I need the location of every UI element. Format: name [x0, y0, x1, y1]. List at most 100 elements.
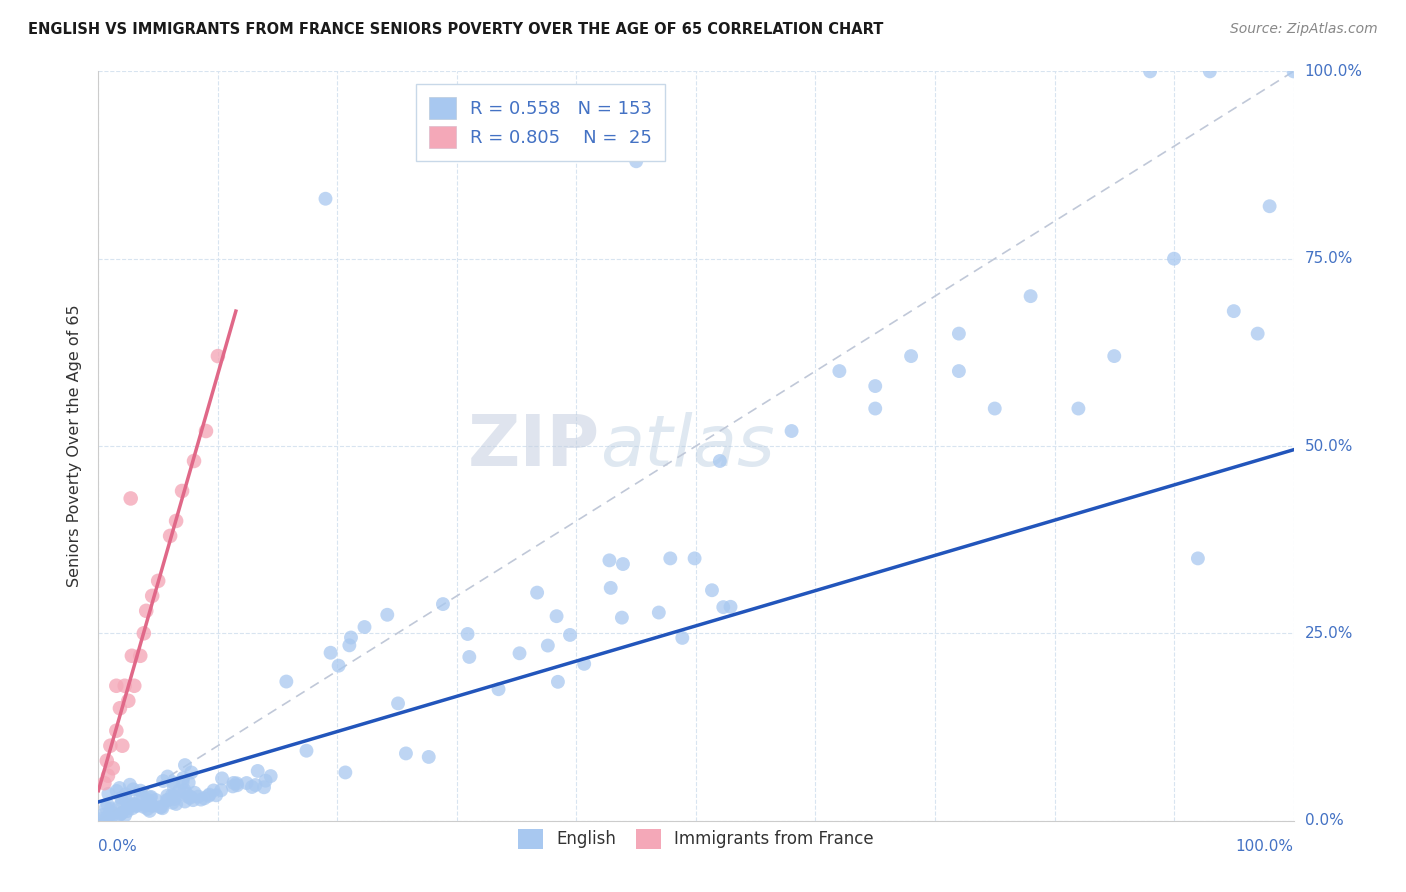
Point [163, 789, 186, 804]
Legend: English, Immigrants from France: English, Immigrants from France [509, 821, 883, 857]
Point [136, 802, 159, 816]
Point [222, 776, 245, 790]
Point [648, 606, 671, 620]
Text: atlas: atlas [600, 411, 775, 481]
Point [174, 758, 197, 772]
Point [176, 789, 198, 804]
Point [172, 771, 194, 785]
Point [457, 627, 479, 641]
Point [260, 769, 283, 783]
Point [276, 674, 298, 689]
Point [124, 679, 146, 693]
Point [546, 609, 568, 624]
Point [150, 799, 173, 814]
Point [599, 581, 621, 595]
Point [97, 787, 120, 801]
Point [148, 574, 170, 588]
Y-axis label: Seniors Poverty Over the Age of 65: Seniors Poverty Over the Age of 65 [67, 305, 83, 587]
Point [120, 491, 142, 506]
Point [105, 784, 128, 798]
Point [246, 764, 269, 778]
Point [180, 789, 202, 804]
Point [125, 798, 148, 813]
Point [152, 774, 174, 789]
Point [136, 798, 159, 813]
Point [671, 631, 693, 645]
Point [163, 780, 186, 795]
Point [135, 604, 157, 618]
Point [612, 557, 634, 571]
Point [240, 780, 263, 794]
Point [132, 789, 155, 804]
Point [183, 786, 205, 800]
Point [100, 810, 122, 824]
Point [152, 801, 174, 815]
Point [418, 750, 440, 764]
Point [179, 790, 201, 805]
Point [136, 797, 159, 812]
Point [121, 801, 143, 815]
Point [174, 795, 197, 809]
Point [117, 798, 139, 813]
Point [1104, 349, 1126, 363]
Point [1067, 401, 1090, 416]
Point [94, 800, 117, 814]
Point [91, 808, 114, 822]
Point [162, 796, 184, 810]
Point [105, 723, 128, 738]
Point [1019, 289, 1042, 303]
Point [526, 585, 548, 599]
Text: 75.0%: 75.0% [1305, 252, 1353, 266]
Point [509, 646, 531, 660]
Point [709, 454, 731, 468]
Point [114, 790, 136, 805]
Point [156, 793, 179, 807]
Point [235, 776, 257, 790]
Point [139, 790, 162, 805]
Point [108, 780, 131, 795]
Point [253, 780, 276, 795]
Point [117, 804, 139, 818]
Point [1247, 326, 1270, 341]
Point [598, 553, 620, 567]
Point [319, 646, 342, 660]
Point [110, 807, 132, 822]
Point [780, 424, 803, 438]
Point [315, 192, 337, 206]
Point [202, 783, 225, 797]
Text: Source: ZipAtlas.com: Source: ZipAtlas.com [1230, 22, 1378, 37]
Point [129, 789, 152, 803]
Point [683, 551, 706, 566]
Point [111, 739, 134, 753]
Point [138, 804, 160, 818]
Point [117, 801, 139, 815]
Point [165, 797, 187, 811]
Point [141, 798, 163, 813]
Point [610, 610, 633, 624]
Point [100, 807, 122, 822]
Point [97, 797, 120, 812]
Point [1282, 64, 1305, 78]
Text: ENGLISH VS IMMIGRANTS FROM FRANCE SENIORS POVERTY OVER THE AGE OF 65 CORRELATION: ENGLISH VS IMMIGRANTS FROM FRANCE SENIOR… [28, 22, 883, 37]
Point [97, 809, 120, 823]
Text: 50.0%: 50.0% [1305, 439, 1353, 453]
Point [1187, 551, 1209, 566]
Point [129, 783, 152, 797]
Point [90, 812, 112, 826]
Point [865, 401, 887, 416]
Point [174, 786, 197, 800]
Point [572, 657, 595, 671]
Point [157, 793, 180, 807]
Point [187, 789, 209, 804]
Point [129, 648, 152, 663]
Point [337, 638, 360, 652]
Point [828, 364, 851, 378]
Point [117, 694, 139, 708]
Point [181, 793, 204, 807]
Point [173, 783, 195, 797]
Point [108, 701, 131, 715]
Point [225, 776, 247, 790]
Point [100, 802, 122, 816]
Point [353, 620, 375, 634]
Point [156, 770, 179, 784]
